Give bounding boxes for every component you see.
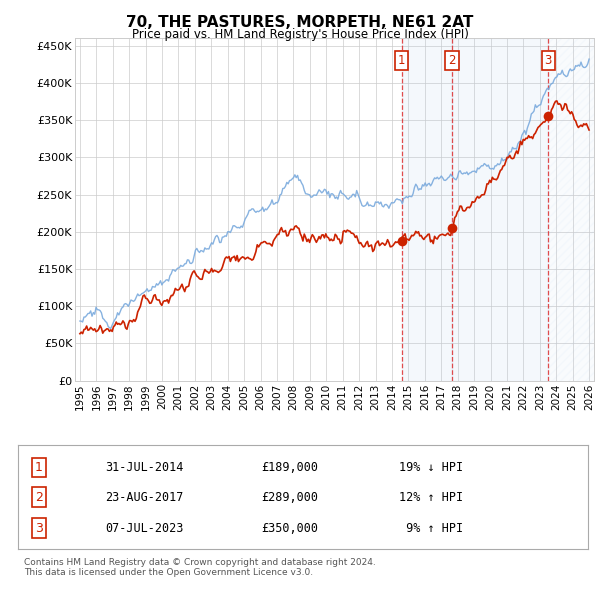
- Text: 07-JUL-2023: 07-JUL-2023: [105, 522, 184, 535]
- Text: 70, THE PASTURES, MORPETH, NE61 2AT: 70, THE PASTURES, MORPETH, NE61 2AT: [127, 15, 473, 30]
- Legend: 70, THE PASTURES, MORPETH, NE61 2AT (detached house), HPI: Average price, detach: 70, THE PASTURES, MORPETH, NE61 2AT (det…: [76, 456, 454, 496]
- Text: Price paid vs. HM Land Registry's House Price Index (HPI): Price paid vs. HM Land Registry's House …: [131, 28, 469, 41]
- Bar: [548, 38, 594, 381]
- Text: Contains HM Land Registry data © Crown copyright and database right 2024.
This d: Contains HM Land Registry data © Crown c…: [24, 558, 376, 577]
- Text: 3: 3: [35, 522, 43, 535]
- Text: £189,000: £189,000: [261, 461, 318, 474]
- Text: 19% ↓ HPI: 19% ↓ HPI: [399, 461, 463, 474]
- Text: £289,000: £289,000: [261, 490, 318, 504]
- Bar: [452, 38, 548, 381]
- Text: 9% ↑ HPI: 9% ↑ HPI: [399, 522, 463, 535]
- Text: 2: 2: [448, 54, 455, 67]
- Text: 1: 1: [398, 54, 405, 67]
- Text: £350,000: £350,000: [261, 522, 318, 535]
- Text: 23-AUG-2017: 23-AUG-2017: [105, 490, 184, 504]
- Text: 1: 1: [35, 461, 43, 474]
- Text: 31-JUL-2014: 31-JUL-2014: [105, 461, 184, 474]
- Text: 3: 3: [545, 54, 552, 67]
- Text: 12% ↑ HPI: 12% ↑ HPI: [399, 490, 463, 504]
- Text: 2: 2: [35, 490, 43, 504]
- Bar: [401, 38, 452, 381]
